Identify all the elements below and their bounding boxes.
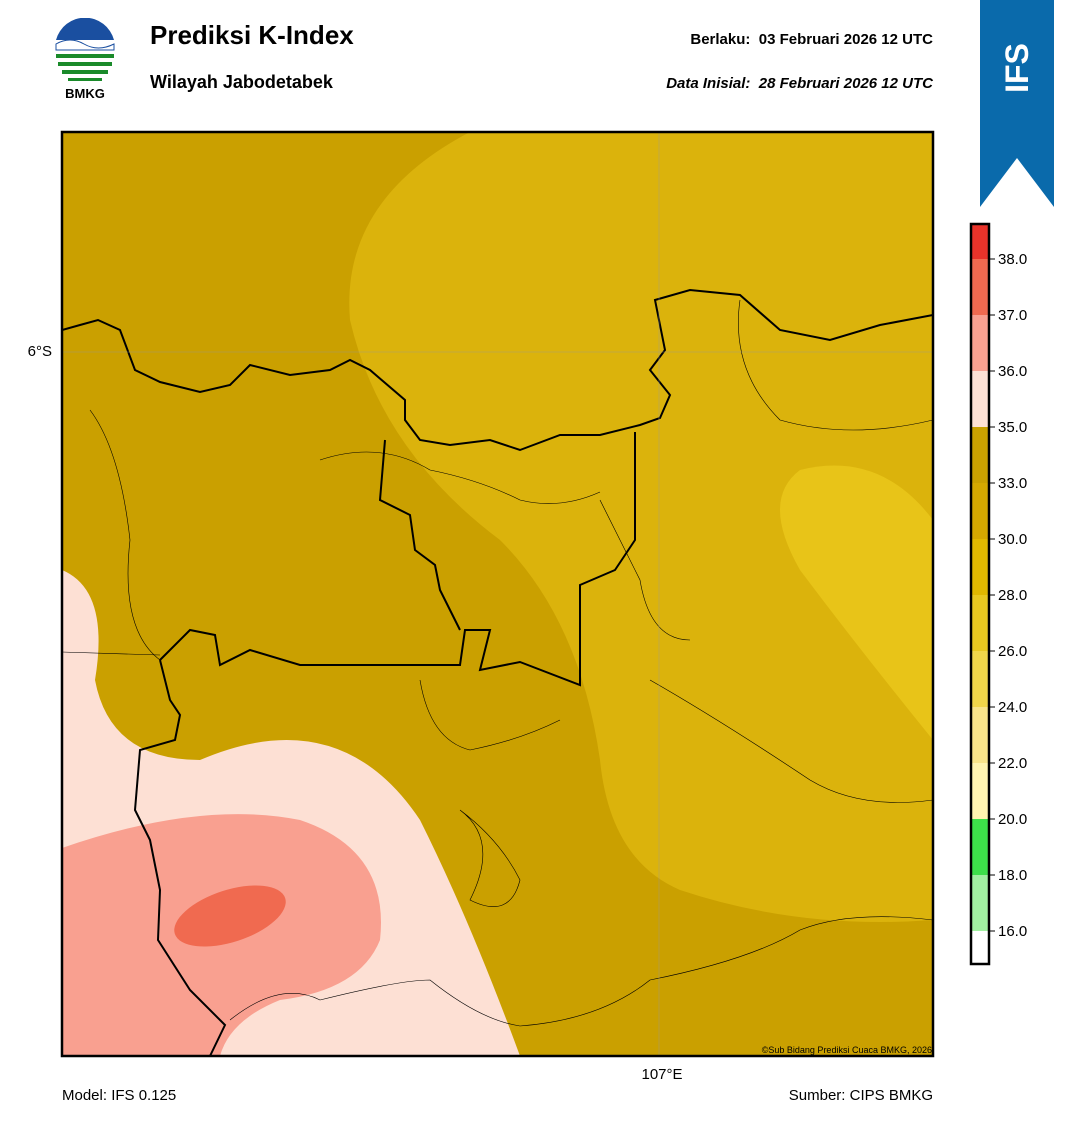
subtitle: Wilayah Jabodetabek [150, 72, 333, 92]
colorbar-label: 30.0 [998, 531, 1027, 548]
colorbar-label: 33.0 [998, 475, 1027, 492]
colorbar-segment [971, 707, 989, 763]
init-label: Data Inisial: [666, 75, 751, 92]
logo-text: BMKG [65, 86, 105, 101]
colorbar-segment [971, 371, 989, 427]
colorbar-segment [971, 259, 989, 315]
colorbar-label: 26.0 [998, 643, 1027, 660]
colorbar-segment [971, 651, 989, 707]
colorbar-segment [971, 875, 989, 931]
colorbar-label: 35.0 [998, 419, 1027, 436]
colorbar-segment [971, 595, 989, 651]
map: ©Sub Bidang Prediksi Cuaca BMKG, 2026 6°… [28, 130, 935, 1080]
colorbar-label: 36.0 [998, 363, 1027, 380]
colorbar-segment [971, 315, 989, 371]
colorbar-segment [971, 224, 989, 259]
badge-text: IFS [999, 43, 1035, 93]
lon-label: 107°E [641, 1066, 682, 1080]
logo: BMKG [55, 18, 115, 101]
lat-label: 6°S [28, 343, 52, 360]
colorbar-segment [971, 819, 989, 875]
copyright: ©Sub Bidang Prediksi Cuaca BMKG, 2026 [762, 1045, 932, 1055]
valid-time: Berlaku: 03 Februari 2026 12 UTC [690, 31, 933, 48]
model: Model: IFS 0.125 [62, 1087, 177, 1104]
valid-value: 03 Februari 2026 12 UTC [758, 31, 933, 48]
colorbar-label: 16.0 [998, 923, 1027, 940]
valid-label: Berlaku: [690, 31, 751, 48]
colorbar-segment [971, 427, 989, 483]
colorbar-label: 22.0 [998, 755, 1027, 772]
source: Sumber: CIPS BMKG [788, 1087, 933, 1104]
colorbar-segment [971, 483, 989, 539]
title: Prediksi K-Index [150, 20, 354, 50]
colorbar-label: 28.0 [998, 587, 1027, 604]
colorbar-label: 37.0 [998, 307, 1027, 324]
colorbar-label: 38.0 [998, 251, 1027, 268]
badge: IFS [980, 0, 1054, 207]
colorbar-segment [971, 539, 989, 595]
init-value: 28 Februari 2026 12 UTC [758, 75, 933, 92]
colorbar: 38.0 37.0 36.0 35.0 33.0 30.0 28.0 26.0 24.0 22.0… [969, 222, 1027, 966]
colorbar-label: 18.0 [998, 867, 1027, 884]
colorbar-segment [971, 763, 989, 819]
colorbar-segment [971, 931, 989, 964]
init-time: Data Inisial: 28 Februari 2026 12 UTC [666, 75, 933, 92]
colorbar-label: 20.0 [998, 811, 1027, 828]
colorbar-label: 24.0 [998, 699, 1027, 716]
